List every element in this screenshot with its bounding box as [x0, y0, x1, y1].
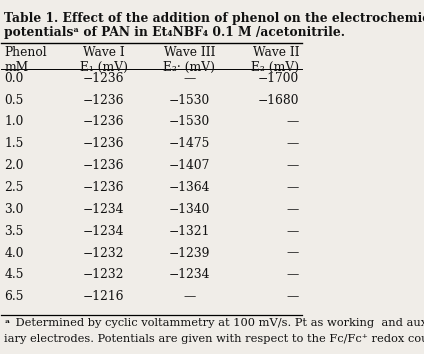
- Text: —: —: [287, 247, 299, 259]
- Text: −1234: −1234: [83, 203, 124, 216]
- Text: −1680: −1680: [258, 93, 299, 107]
- Text: E₁ (mV): E₁ (mV): [80, 61, 128, 74]
- Text: −1340: −1340: [169, 203, 210, 216]
- Text: −1236: −1236: [83, 159, 124, 172]
- Text: −1216: −1216: [83, 290, 124, 303]
- Text: 1.0: 1.0: [4, 115, 24, 129]
- Text: —: —: [287, 181, 299, 194]
- Text: —: —: [287, 225, 299, 238]
- Text: 0.0: 0.0: [4, 72, 24, 85]
- Text: Determined by cyclic voltammetry at 100 mV/s. Pt as working  and auxil-: Determined by cyclic voltammetry at 100 …: [12, 318, 424, 328]
- Text: —: —: [287, 137, 299, 150]
- Text: 4.0: 4.0: [4, 247, 24, 259]
- Text: potentialsᵃ of PAN in Et₄NBF₄ 0.1 M /acetonitrile.: potentialsᵃ of PAN in Et₄NBF₄ 0.1 M /ace…: [4, 26, 346, 39]
- Text: Table 1. Effect of the addition of phenol on the electrochemical: Table 1. Effect of the addition of pheno…: [4, 12, 424, 25]
- Text: Phenol: Phenol: [4, 46, 47, 59]
- Text: −1236: −1236: [83, 93, 124, 107]
- Text: E₂ (mV): E₂ (mV): [251, 61, 299, 74]
- Text: −1321: −1321: [169, 225, 210, 238]
- Text: —: —: [183, 72, 195, 85]
- Text: −1407: −1407: [169, 159, 210, 172]
- Text: 0.5: 0.5: [4, 93, 24, 107]
- Text: 1.5: 1.5: [4, 137, 24, 150]
- Text: —: —: [183, 290, 195, 303]
- Text: 3.5: 3.5: [4, 225, 24, 238]
- Text: E₂· (mV): E₂· (mV): [163, 61, 215, 74]
- Text: −1236: −1236: [83, 137, 124, 150]
- Text: 2.5: 2.5: [4, 181, 24, 194]
- Text: Wave II: Wave II: [253, 46, 299, 59]
- Text: —: —: [287, 268, 299, 281]
- Text: Wave I: Wave I: [83, 46, 125, 59]
- Text: −1239: −1239: [169, 247, 210, 259]
- Text: −1364: −1364: [169, 181, 210, 194]
- Text: 3.0: 3.0: [4, 203, 24, 216]
- Text: —: —: [287, 290, 299, 303]
- Text: −1700: −1700: [258, 72, 299, 85]
- Text: ᵃ: ᵃ: [4, 318, 10, 329]
- Text: —: —: [287, 159, 299, 172]
- Text: −1234: −1234: [169, 268, 210, 281]
- Text: Wave III: Wave III: [164, 46, 215, 59]
- Text: −1530: −1530: [169, 93, 210, 107]
- Text: −1236: −1236: [83, 181, 124, 194]
- Text: −1530: −1530: [169, 115, 210, 129]
- Text: 2.0: 2.0: [4, 159, 24, 172]
- Text: —: —: [287, 203, 299, 216]
- Text: 6.5: 6.5: [4, 290, 24, 303]
- Text: −1236: −1236: [83, 115, 124, 129]
- Text: −1475: −1475: [169, 137, 210, 150]
- Text: 4.5: 4.5: [4, 268, 24, 281]
- Text: −1232: −1232: [83, 268, 124, 281]
- Text: —: —: [287, 115, 299, 129]
- Text: −1234: −1234: [83, 225, 124, 238]
- Text: iary electrodes. Potentials are given with respect to the Fc/Fc⁺ redox couple.: iary electrodes. Potentials are given wi…: [4, 334, 424, 344]
- Text: −1236: −1236: [83, 72, 124, 85]
- Text: mM: mM: [4, 61, 29, 74]
- Text: −1232: −1232: [83, 247, 124, 259]
